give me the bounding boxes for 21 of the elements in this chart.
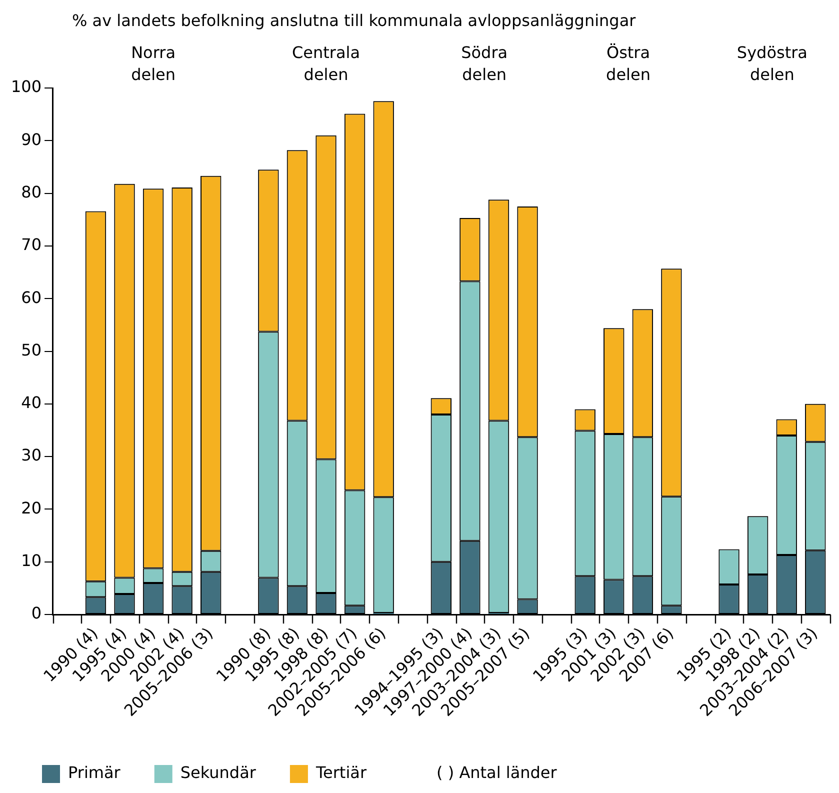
legend-label: Sekundär	[180, 763, 256, 782]
text: ( ) Antal länder	[436, 763, 558, 782]
y-tick-label: 60	[21, 288, 42, 307]
y-tick-label: 0	[31, 604, 42, 623]
y-tick-label: 50	[21, 340, 42, 360]
y-tick-label: 90	[21, 130, 42, 149]
y-tick-label: 80	[21, 182, 42, 202]
text: Östra delen	[606, 43, 650, 84]
y-tick-label: 10	[21, 551, 42, 570]
text: Centrala delen	[292, 43, 360, 84]
y-tick-label: 40	[21, 393, 42, 412]
y-axis-title: % av landets befolkning anslutna till kommunala avloppsanläggningar	[72, 11, 636, 30]
y-tick-label: 100	[10, 77, 42, 96]
legend-label: Tertiär	[314, 763, 367, 782]
text: Södra delen	[461, 43, 508, 84]
y-tick-label: 70	[21, 235, 42, 254]
y-tick-label: 30	[21, 446, 42, 465]
y-tick-label: 20	[21, 498, 42, 518]
text: Sydöstra delen	[736, 43, 808, 84]
text: Norra delen	[131, 43, 176, 84]
legend-label: Primär	[68, 763, 121, 782]
